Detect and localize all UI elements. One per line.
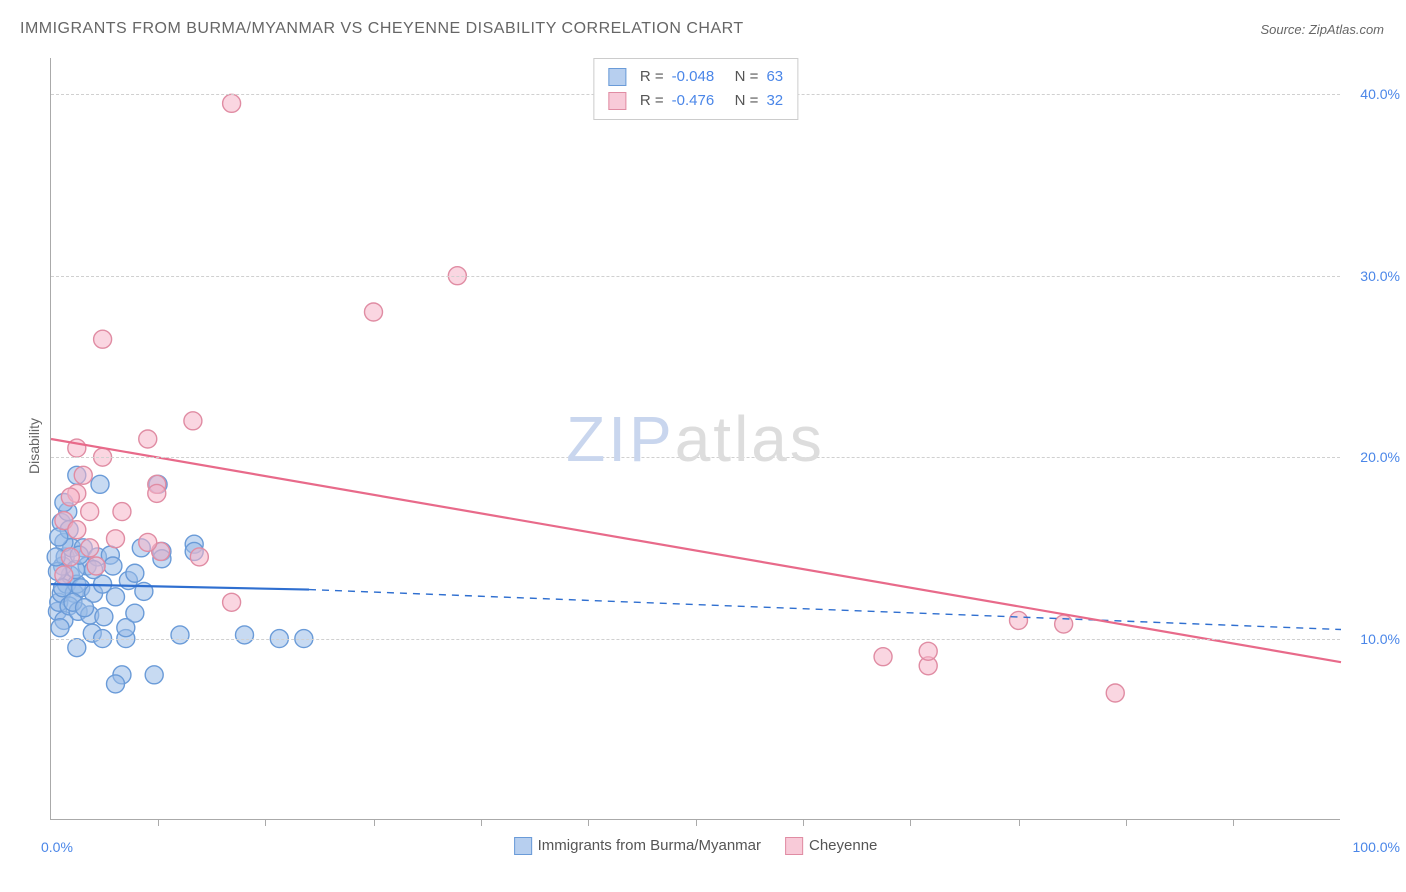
- scatter-point: [107, 588, 125, 606]
- legend-bottom: Immigrants from Burma/Myanmar Cheyenne: [514, 837, 878, 855]
- scatter-point: [113, 503, 131, 521]
- scatter-point: [81, 539, 99, 557]
- scatter-point: [145, 666, 163, 684]
- legend-swatch: [514, 837, 532, 855]
- y-tick-label: 20.0%: [1360, 449, 1400, 465]
- legend-swatch: [608, 68, 626, 86]
- scatter-point: [190, 548, 208, 566]
- scatter-point: [223, 94, 241, 112]
- x-tick: [1019, 819, 1020, 826]
- legend-n-value: 32: [766, 89, 783, 113]
- scatter-point: [61, 488, 79, 506]
- scatter-point: [236, 626, 254, 644]
- x-tick: [481, 819, 482, 826]
- scatter-point: [51, 619, 69, 637]
- scatter-point: [874, 648, 892, 666]
- scatter-point: [919, 642, 937, 660]
- y-tick-label: 10.0%: [1360, 631, 1400, 647]
- scatter-point: [50, 528, 68, 546]
- legend-item: Cheyenne: [785, 837, 877, 855]
- scatter-point: [1010, 611, 1028, 629]
- chart-svg: [51, 58, 1341, 820]
- legend-top-row: R = -0.476 N = 32: [608, 89, 783, 113]
- legend-r-value: -0.048: [672, 65, 715, 89]
- legend-item: Immigrants from Burma/Myanmar: [514, 837, 761, 855]
- scatter-point: [126, 604, 144, 622]
- scatter-point: [107, 530, 125, 548]
- legend-r-value: -0.476: [672, 89, 715, 113]
- plot-area: ZIPatlas R = -0.048 N = 63 R = -0.476 N …: [50, 58, 1340, 820]
- scatter-point: [365, 303, 383, 321]
- scatter-point: [76, 599, 94, 617]
- legend-swatch: [785, 837, 803, 855]
- chart-title: IMMIGRANTS FROM BURMA/MYANMAR VS CHEYENN…: [20, 20, 744, 38]
- scatter-point: [95, 608, 113, 626]
- x-tick: [265, 819, 266, 826]
- x-tick: [803, 819, 804, 826]
- y-tick-label: 40.0%: [1360, 86, 1400, 102]
- scatter-point: [171, 626, 189, 644]
- legend-label: Cheyenne: [809, 837, 877, 854]
- scatter-point: [55, 566, 73, 584]
- scatter-point: [148, 484, 166, 502]
- x-tick: [588, 819, 589, 826]
- scatter-point: [223, 593, 241, 611]
- legend-label: Immigrants from Burma/Myanmar: [538, 837, 761, 854]
- scatter-point: [107, 675, 125, 693]
- scatter-point: [139, 533, 157, 551]
- scatter-point: [184, 412, 202, 430]
- legend-top: R = -0.048 N = 63 R = -0.476 N = 32: [593, 58, 798, 120]
- x-axis-max-label: 100.0%: [1353, 839, 1400, 855]
- x-tick: [374, 819, 375, 826]
- scatter-point: [91, 475, 109, 493]
- x-tick: [1233, 819, 1234, 826]
- legend-n-value: 63: [766, 65, 783, 89]
- scatter-point: [87, 557, 105, 575]
- scatter-point: [74, 466, 92, 484]
- scatter-point: [126, 564, 144, 582]
- x-tick: [158, 819, 159, 826]
- x-tick: [1126, 819, 1127, 826]
- scatter-point: [94, 330, 112, 348]
- trend-line-dashed: [309, 590, 1341, 630]
- y-axis-label: Disability: [26, 418, 42, 474]
- scatter-point: [68, 639, 86, 657]
- legend-top-row: R = -0.048 N = 63: [608, 65, 783, 89]
- legend-swatch: [608, 92, 626, 110]
- gridline: [51, 276, 1340, 277]
- gridline: [51, 457, 1340, 458]
- source-label: Source: ZipAtlas.com: [1260, 22, 1384, 37]
- gridline: [51, 639, 1340, 640]
- x-axis-min-label: 0.0%: [41, 839, 73, 855]
- scatter-point: [104, 557, 122, 575]
- x-tick: [910, 819, 911, 826]
- y-tick-label: 30.0%: [1360, 268, 1400, 284]
- scatter-point: [81, 503, 99, 521]
- scatter-point: [1055, 615, 1073, 633]
- x-tick: [696, 819, 697, 826]
- scatter-point: [139, 430, 157, 448]
- scatter-point: [1106, 684, 1124, 702]
- scatter-point: [61, 548, 79, 566]
- scatter-point: [68, 521, 86, 539]
